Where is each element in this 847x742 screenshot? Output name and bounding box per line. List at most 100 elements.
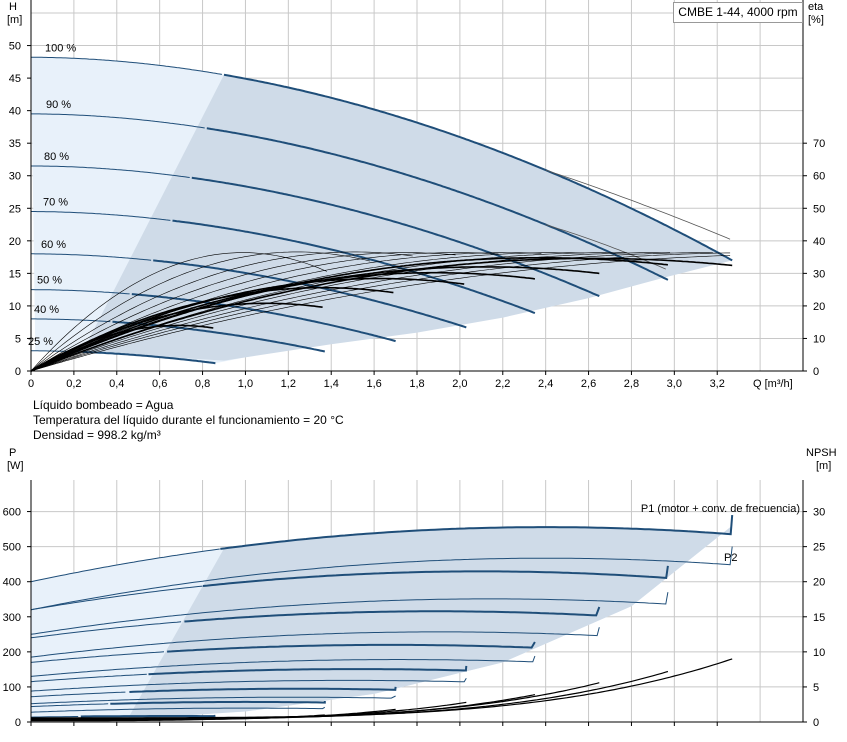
y-tick-label: 30 xyxy=(9,171,21,183)
y2-tick-label: 10 xyxy=(813,647,825,659)
qh-curve-light xyxy=(545,224,666,270)
y-axis-label: H xyxy=(9,1,17,13)
qh-curve-thin xyxy=(31,289,130,295)
eta-curve-thin xyxy=(30,251,413,372)
speed-label: 25 % xyxy=(28,336,53,348)
y-tick-label: 15 xyxy=(9,268,21,280)
y2-tick-label: 15 xyxy=(813,612,825,624)
p1-curve xyxy=(80,714,216,718)
p2-curve xyxy=(30,627,600,658)
qh-curve-thin xyxy=(31,165,190,178)
y-tick-label: 200 xyxy=(3,647,21,659)
y-tick-label: 400 xyxy=(3,577,21,589)
qh-curve xyxy=(223,73,733,262)
npsh-curve xyxy=(31,718,216,722)
x-tick-label: 2,4 xyxy=(538,378,553,390)
p2-curve xyxy=(30,677,467,692)
x-tick-label: 1,2 xyxy=(281,378,296,390)
x-tick-label: 0,2 xyxy=(66,378,81,390)
y-tick-label: 20 xyxy=(9,236,21,248)
p1-curve xyxy=(167,641,536,653)
y2-axis-unit: [m] xyxy=(816,460,831,472)
p2-curve xyxy=(30,546,733,611)
y2-tick-label: 0 xyxy=(813,717,819,729)
x-tick-label: 2,2 xyxy=(495,378,510,390)
y-tick-label: 500 xyxy=(3,542,21,554)
x-tick-label: 1,6 xyxy=(366,378,381,390)
info-density: Densidad = 998.2 kg/m³ xyxy=(33,428,161,442)
qh-curve xyxy=(206,127,669,281)
p1-curve-thin xyxy=(30,585,203,611)
y-tick-label: 5 xyxy=(15,333,21,345)
y2-tick-label: 60 xyxy=(813,171,825,183)
p1-curve-thin xyxy=(30,673,147,683)
info-temperature: Temperatura del líquido durante el funci… xyxy=(33,413,344,427)
speed-label: 50 % xyxy=(37,275,62,287)
y-axis-label: P xyxy=(9,447,16,459)
x-tick-label: 3,2 xyxy=(710,378,725,390)
x-tick-label: 0,8 xyxy=(195,378,210,390)
qh-curve xyxy=(82,350,216,365)
p2-curve xyxy=(30,695,396,705)
eta-curve-thin xyxy=(30,251,370,372)
speed-label: 90 % xyxy=(46,99,71,111)
x-tick-label: 1,0 xyxy=(238,378,253,390)
x-tick-label: 2,6 xyxy=(581,378,596,390)
x-tick-label: 2,8 xyxy=(624,378,639,390)
x-tick-label: 0,6 xyxy=(152,378,167,390)
p1-curve-thin xyxy=(30,651,165,663)
p1-curve xyxy=(184,606,601,623)
eta-curve xyxy=(30,257,733,372)
y2-tick-label: 70 xyxy=(813,138,825,150)
p2-curve xyxy=(30,655,536,677)
power-envelope xyxy=(127,515,733,720)
speed-label: 60 % xyxy=(41,239,66,251)
y2-tick-label: 0 xyxy=(813,366,819,378)
qh-curve-thin xyxy=(31,113,205,129)
y-tick-label: 100 xyxy=(3,682,21,694)
x-tick-label: 2,0 xyxy=(452,378,467,390)
eta-curve-thin xyxy=(30,252,713,372)
x-tick-label: 0 xyxy=(28,378,34,390)
x-tick-label: 0,4 xyxy=(109,378,124,390)
x-tick-label: 1,4 xyxy=(324,378,339,390)
y2-tick-label: 25 xyxy=(813,542,825,554)
x-axis-label: Q [m³/h] xyxy=(753,378,793,390)
y2-tick-label: 20 xyxy=(813,301,825,313)
qh-curve xyxy=(153,259,467,329)
y-tick-label: 0 xyxy=(15,717,21,729)
p2-label: P2 xyxy=(724,552,737,564)
speed-label: 70 % xyxy=(43,197,68,209)
qh-curve-thin xyxy=(31,56,222,75)
speed-label: 80 % xyxy=(44,151,69,163)
y-tick-label: 600 xyxy=(3,507,21,519)
y-tick-label: 300 xyxy=(3,612,21,624)
info-liquid: Líquido bombeado = Agua xyxy=(33,398,174,412)
p1-curve xyxy=(129,686,397,693)
p1-curve xyxy=(220,515,734,550)
x-tick-label: 3,0 xyxy=(667,378,682,390)
y-tick-label: 45 xyxy=(9,73,21,85)
p1-curve xyxy=(110,700,326,705)
y-axis-unit: [m] xyxy=(7,14,22,26)
chart-title-badge: CMBE 1-44, 4000 rpm xyxy=(673,2,803,23)
eta-curve-thin xyxy=(30,252,731,372)
speed-label: 40 % xyxy=(34,304,59,316)
y-tick-label: 0 xyxy=(15,366,21,378)
p2-curve xyxy=(30,706,326,713)
y2-axis-unit: [%] xyxy=(808,14,824,26)
y2-axis-label: NPSH xyxy=(806,447,837,459)
p1-label: P1 (motor + conv. de frecuencia) xyxy=(641,503,800,515)
p1-curve xyxy=(202,565,669,587)
y2-tick-label: 5 xyxy=(813,682,819,694)
p1-curve-thin xyxy=(30,716,79,718)
y-axis-unit: [W] xyxy=(7,460,24,472)
qh-curve xyxy=(131,293,396,343)
p1-curve xyxy=(148,665,468,676)
p1-curve-thin xyxy=(30,621,182,639)
speed-label: 100 % xyxy=(45,42,76,54)
y2-tick-label: 40 xyxy=(813,236,825,248)
y2-tick-label: 50 xyxy=(813,203,825,215)
y-tick-label: 35 xyxy=(9,138,21,150)
